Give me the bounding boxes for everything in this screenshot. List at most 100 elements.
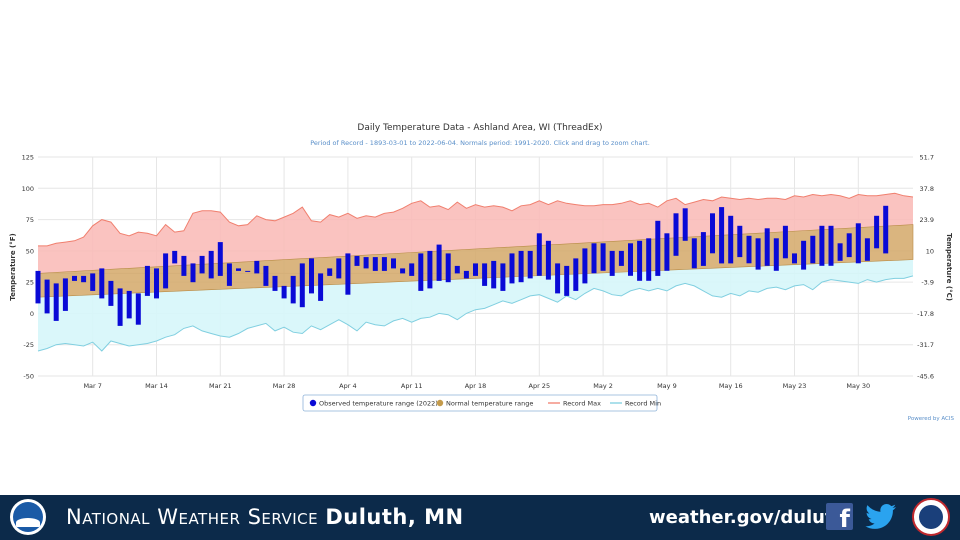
observed-bar	[482, 263, 488, 286]
observed-bar	[154, 268, 159, 299]
y-tick-label-c: 51.7	[920, 154, 934, 162]
legend-item-label: Record Min	[625, 400, 661, 408]
observed-bar	[135, 293, 141, 325]
observed-bar	[582, 248, 588, 284]
observed-bar	[409, 263, 415, 276]
y-tick-label-c: -31.7	[917, 341, 934, 349]
website-link[interactable]: weather.gov/duluth	[649, 507, 847, 528]
observed-bar	[400, 268, 406, 274]
observed-bar	[509, 253, 515, 284]
twitter-icon[interactable]	[864, 501, 898, 533]
observed-bar	[309, 258, 314, 294]
observed-bar	[700, 232, 706, 266]
observed-bar	[217, 242, 223, 276]
observed-bar	[801, 240, 807, 270]
y-tick-label: -25	[23, 341, 34, 349]
legend-marker	[309, 399, 317, 407]
observed-bar	[327, 268, 333, 276]
observed-bar	[99, 268, 105, 299]
observed-bar	[81, 275, 87, 283]
observed-bar	[53, 283, 59, 321]
observed-bar	[44, 279, 50, 314]
observed-bar	[673, 213, 679, 256]
observed-bar	[728, 215, 734, 264]
y-tick-label: 50	[26, 247, 34, 255]
footer-title-office: Duluth, MN	[325, 505, 464, 529]
facebook-icon[interactable]: f	[826, 503, 853, 530]
observed-bar	[828, 225, 834, 266]
y-axis-label-left: Temperature (°F)	[9, 233, 17, 300]
observed-bar	[600, 243, 606, 271]
observed-bar	[545, 240, 551, 280]
observed-bar	[883, 205, 889, 254]
chart-legend[interactable]: Observed temperature range (2022) Normal …	[302, 394, 661, 412]
observed-bar	[782, 225, 788, 259]
y-axis-label-right: Temperature (°C)	[945, 233, 953, 301]
y-tick-label-c: 23.9	[920, 216, 934, 224]
y-tick-label: 75	[26, 216, 34, 224]
observed-bar	[445, 253, 451, 283]
observed-bar	[263, 265, 269, 286]
observed-bar	[117, 288, 123, 326]
observed-bar	[172, 250, 178, 264]
observed-bar	[764, 228, 770, 266]
observed-bar	[463, 270, 469, 279]
observed-bar	[163, 253, 169, 289]
observed-bar	[737, 225, 743, 258]
observed-bar	[564, 265, 570, 296]
footer-title: National Weather Service Duluth, MN	[66, 505, 464, 529]
record-max-band	[38, 193, 913, 274]
nws-seal-icon	[912, 498, 950, 536]
observed-bar	[573, 258, 579, 291]
observed-bar	[682, 208, 688, 241]
observed-bar	[491, 260, 497, 289]
x-tick-label: Apr 25	[529, 382, 551, 390]
legend-marker	[436, 399, 444, 407]
record-max-line	[38, 192, 914, 247]
observed-bar	[527, 250, 533, 279]
noaa-logo-icon	[10, 499, 46, 535]
observed-bar	[363, 257, 369, 269]
record-min-line	[37, 275, 914, 352]
x-tick-label: Apr 18	[465, 382, 487, 390]
legend-item-label: Record Max	[563, 400, 601, 408]
observed-bar	[208, 250, 214, 279]
y-tick-label-c: -3.9	[921, 279, 934, 287]
observed-bar	[591, 243, 597, 274]
x-tick-label: May 2	[593, 382, 613, 390]
chart-subtitle: Period of Record - 1893-03-01 to 2022-06…	[310, 139, 650, 147]
observed-bar	[418, 253, 424, 291]
observed-bar	[190, 263, 196, 283]
observed-bar	[755, 238, 761, 270]
observed-bar	[655, 220, 661, 276]
observed-bar	[126, 290, 132, 319]
observed-bar	[609, 250, 615, 276]
x-tick-label: Apr 4	[339, 382, 356, 390]
x-tick-label: Mar 14	[145, 382, 168, 390]
y-tick-label-c: -17.8	[917, 310, 934, 318]
y-tick-label-c: 10	[926, 247, 934, 255]
observed-bar	[837, 243, 843, 261]
x-tick-label: May 16	[719, 382, 743, 390]
observed-bar	[144, 265, 150, 296]
chart-canvas[interactable]: 125 51.7 100 37.8 75 23.9 50 10 25 -3.9 0 -17.8 -25 -…	[0, 0, 960, 495]
observed-bar	[226, 263, 232, 286]
observed-bar	[108, 280, 114, 306]
observed-bar	[354, 255, 360, 266]
observed-bar	[536, 233, 542, 276]
observed-bar	[245, 270, 251, 272]
observed-bar	[62, 278, 68, 311]
observed-bars	[35, 205, 889, 326]
observed-bar	[746, 235, 752, 264]
observed-bar	[618, 250, 624, 266]
observed-bar	[773, 238, 779, 271]
observed-bar	[290, 275, 296, 304]
credit-link[interactable]: Powered by ACIS	[908, 416, 955, 422]
y-tick-label: 125	[22, 154, 34, 162]
observed-bar	[846, 233, 852, 258]
observed-bar	[664, 233, 670, 271]
chart-title: Daily Temperature Data - Ashland Area, W…	[357, 123, 602, 133]
x-tick-label: May 30	[846, 382, 870, 390]
observed-bar	[90, 273, 96, 291]
temperature-chart[interactable]: 125 51.7 100 37.8 75 23.9 50 10 25 -3.9 0 -17.8 -25 -…	[0, 0, 960, 495]
